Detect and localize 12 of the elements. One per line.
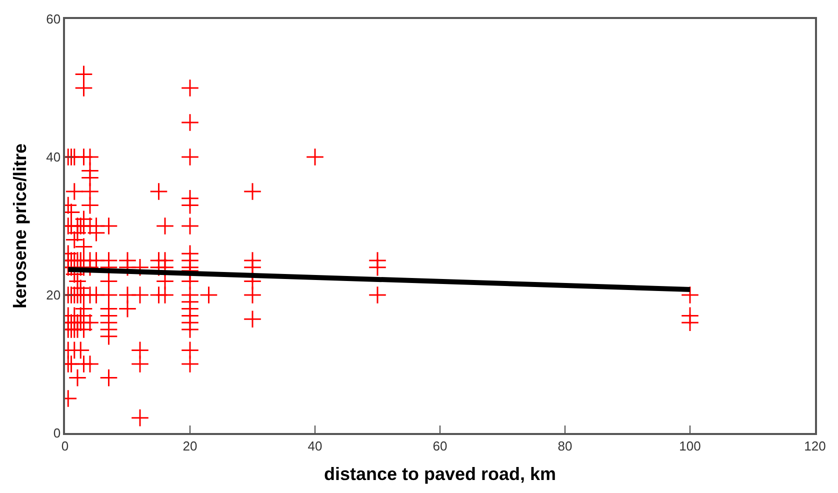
y-tick-label: 20 <box>46 288 61 303</box>
x-tick-label: 100 <box>679 438 701 454</box>
x-tick-label: 40 <box>308 438 322 454</box>
x-tick-label: 80 <box>558 438 572 454</box>
x-tick-label: 60 <box>432 438 448 454</box>
y-tick-label: 60 <box>46 12 61 27</box>
x-tick-label: 20 <box>182 438 198 454</box>
x-tick-label: 120 <box>804 438 826 454</box>
y-tick-label: 40 <box>46 150 61 165</box>
y-axis-title: kerosene price/litre <box>10 143 30 309</box>
y-tick-label: 0 <box>53 426 61 441</box>
x-axis-title: distance to paved road, km <box>324 464 556 484</box>
